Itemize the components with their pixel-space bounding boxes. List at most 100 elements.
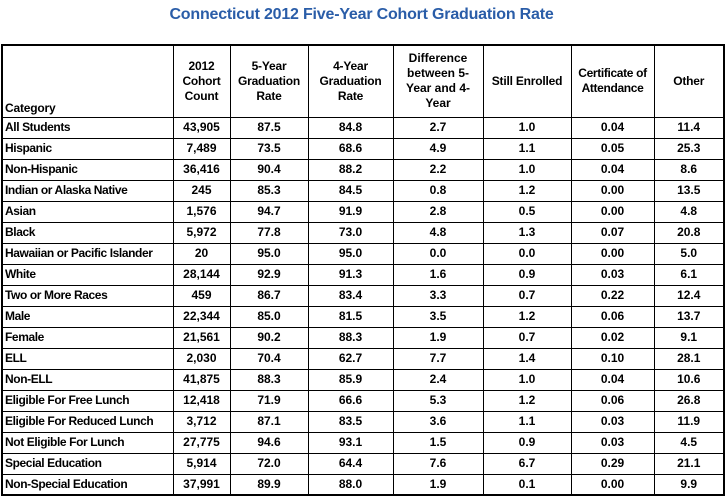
value-cell: 3.5	[392, 305, 484, 328]
value-cell: 0.5	[482, 200, 572, 223]
value-cell: 73.5	[229, 137, 309, 160]
value-cell: 0.04	[570, 116, 655, 139]
value-cell: 6.1	[653, 263, 725, 286]
category-cell: Non-ELL	[1, 368, 174, 391]
value-cell: 87.1	[229, 410, 309, 433]
value-cell: 0.8	[392, 179, 484, 202]
value-cell: 12,418	[172, 389, 231, 412]
value-cell: 84.5	[307, 179, 394, 202]
value-cell: 71.9	[229, 389, 309, 412]
column-header-still-enrolled: Still Enrolled	[482, 44, 572, 118]
value-cell: 95.0	[307, 242, 394, 265]
value-cell: 0.06	[570, 389, 655, 412]
value-cell: 9.9	[653, 473, 725, 496]
table-row: Non-ELL 41,875 88.3 85.9 2.4 1.0 0.04 10.6	[1, 368, 725, 391]
value-cell: 21.1	[653, 452, 725, 475]
value-cell: 0.00	[570, 200, 655, 223]
table-row: Non-Hispanic 36,416 90.4 88.2 2.2 1.0 0.04 8.6	[1, 158, 725, 181]
category-cell: Non-Hispanic	[1, 158, 174, 181]
value-cell: 13.7	[653, 305, 725, 328]
column-header-difference: Difference between 5-Year and 4-Year	[392, 44, 484, 118]
value-cell: 94.6	[229, 431, 309, 454]
value-cell: 5,972	[172, 221, 231, 244]
value-cell: 20	[172, 242, 231, 265]
value-cell: 9.1	[653, 326, 725, 349]
value-cell: 94.7	[229, 200, 309, 223]
value-cell: 3.3	[392, 284, 484, 307]
value-cell: 8.6	[653, 158, 725, 181]
value-cell: 84.8	[307, 116, 394, 139]
value-cell: 64.4	[307, 452, 394, 475]
category-cell: Eligible For Reduced Lunch	[1, 410, 174, 433]
category-cell: Asian	[1, 200, 174, 223]
value-cell: 21,561	[172, 326, 231, 349]
value-cell: 0.7	[482, 284, 572, 307]
category-cell: Hispanic	[1, 137, 174, 160]
value-cell: 83.4	[307, 284, 394, 307]
value-cell: 7,489	[172, 137, 231, 160]
value-cell: 25.3	[653, 137, 725, 160]
value-cell: 1.6	[392, 263, 484, 286]
table-row: Eligible For Free Lunch 12,418 71.9 66.6 5.3…	[1, 389, 725, 412]
value-cell: 0.03	[570, 410, 655, 433]
value-cell: 1.1	[482, 137, 572, 160]
value-cell: 73.0	[307, 221, 394, 244]
column-header-4-year-graduation-rate: 4-Year Graduation Rate	[307, 44, 394, 118]
table-row: ELL 2,030 70.4 62.7 7.7 1.4 0.10 28.1	[1, 347, 725, 370]
column-header-5-year-graduation-rate: 5-Year Graduation Rate	[229, 44, 309, 118]
category-cell: Not Eligible For Lunch	[1, 431, 174, 454]
value-cell: 89.9	[229, 473, 309, 496]
value-cell: 37,991	[172, 473, 231, 496]
value-cell: 1.2	[482, 179, 572, 202]
value-cell: 10.6	[653, 368, 725, 391]
value-cell: 70.4	[229, 347, 309, 370]
value-cell: 0.05	[570, 137, 655, 160]
value-cell: 0.00	[570, 179, 655, 202]
value-cell: 12.4	[653, 284, 725, 307]
value-cell: 85.9	[307, 368, 394, 391]
value-cell: 1.0	[482, 368, 572, 391]
value-cell: 1.1	[482, 410, 572, 433]
category-cell: Hawaiian or Pacific Islander	[1, 242, 174, 265]
value-cell: 5.0	[653, 242, 725, 265]
value-cell: 4.8	[392, 221, 484, 244]
value-cell: 27,775	[172, 431, 231, 454]
value-cell: 459	[172, 284, 231, 307]
category-cell: Black	[1, 221, 174, 244]
value-cell: 88.2	[307, 158, 394, 181]
value-cell: 0.07	[570, 221, 655, 244]
value-cell: 87.5	[229, 116, 309, 139]
value-cell: 81.5	[307, 305, 394, 328]
value-cell: 36,416	[172, 158, 231, 181]
value-cell: 91.9	[307, 200, 394, 223]
category-cell: Indian or Alaska Native	[1, 179, 174, 202]
value-cell: 7.7	[392, 347, 484, 370]
value-cell: 41,875	[172, 368, 231, 391]
page-title: Connecticut 2012 Five-Year Cohort Gradua…	[169, 6, 554, 23]
value-cell: 28,144	[172, 263, 231, 286]
value-cell: 2,030	[172, 347, 231, 370]
value-cell: 0.03	[570, 431, 655, 454]
value-cell: 85.0	[229, 305, 309, 328]
value-cell: 0.00	[570, 473, 655, 496]
value-cell: 77.8	[229, 221, 309, 244]
table-row: White 28,144 92.9 91.3 1.6 0.9 0.03 6.1	[1, 263, 725, 286]
value-cell: 62.7	[307, 347, 394, 370]
value-cell: 95.0	[229, 242, 309, 265]
table-row: Eligible For Reduced Lunch 3,712 87.1 83.5 3…	[1, 410, 725, 433]
value-cell: 22,344	[172, 305, 231, 328]
table-row: Two or More Races 459 86.7 83.4 3.3 0.7 0.22 12…	[1, 284, 725, 307]
value-cell: 85.3	[229, 179, 309, 202]
value-cell: 66.6	[307, 389, 394, 412]
table-row: Non-Special Education 37,991 89.9 88.0 1.9 0.…	[1, 473, 725, 496]
table-row: Asian 1,576 94.7 91.9 2.8 0.5 0.00 4.8	[1, 200, 725, 223]
value-cell: 1.2	[482, 389, 572, 412]
value-cell: 92.9	[229, 263, 309, 286]
value-cell: 88.3	[307, 326, 394, 349]
value-cell: 0.02	[570, 326, 655, 349]
value-cell: 4.9	[392, 137, 484, 160]
value-cell: 0.9	[482, 431, 572, 454]
value-cell: 0.00	[570, 242, 655, 265]
value-cell: 83.5	[307, 410, 394, 433]
value-cell: 0.7	[482, 326, 572, 349]
